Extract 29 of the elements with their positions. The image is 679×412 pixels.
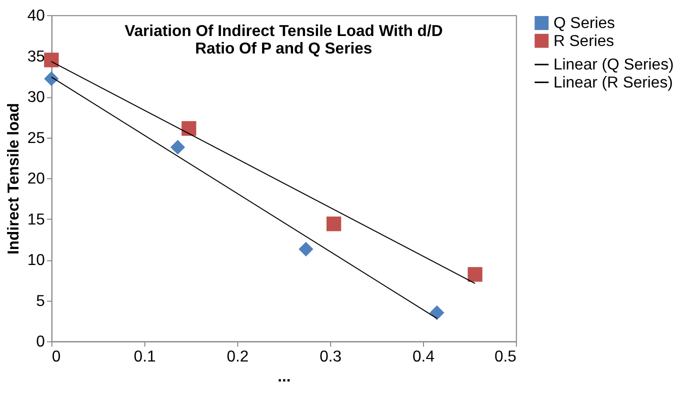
- point: [44, 71, 59, 86]
- point: [298, 242, 314, 256]
- point: [326, 216, 342, 232]
- legend-label: Linear (Q Series): [553, 56, 674, 74]
- legend-label: R Series: [553, 32, 614, 50]
- point: [170, 140, 186, 155]
- y-tick-label: 25: [27, 130, 46, 147]
- legend-label: Q Series: [553, 14, 616, 32]
- y-tick-label: 5: [36, 292, 46, 310]
- point: [44, 52, 59, 68]
- x-axis-title: ...: [278, 368, 291, 386]
- y-tick-label: 0: [36, 334, 46, 351]
- y-tick-label: 20: [27, 170, 46, 188]
- y-tick-label: 40: [27, 8, 46, 25]
- y-tick-label: 30: [27, 89, 46, 106]
- point: [430, 305, 444, 320]
- text: Variation Of Indirect Tensile Load With d/D Ratio Of P and Q Series: [124, 22, 443, 58]
- x-tick-label: 0.2: [226, 348, 249, 366]
- x-tick-label: 0.1: [134, 348, 156, 366]
- y-tick-label: 10: [27, 252, 46, 270]
- legend-label: Linear (R Series): [553, 74, 673, 92]
- y-tick-label: 15: [27, 211, 46, 228]
- x-tick-label: 0: [52, 348, 61, 366]
- point: [468, 267, 482, 282]
- point: [182, 121, 196, 136]
- x-tick-label: 0.3: [320, 348, 342, 366]
- x-tick-label: 0.4: [412, 348, 435, 366]
- y-axis-title: Indirect Tensile load: [5, 102, 22, 254]
- x-tick-label: 0.5: [494, 348, 517, 366]
